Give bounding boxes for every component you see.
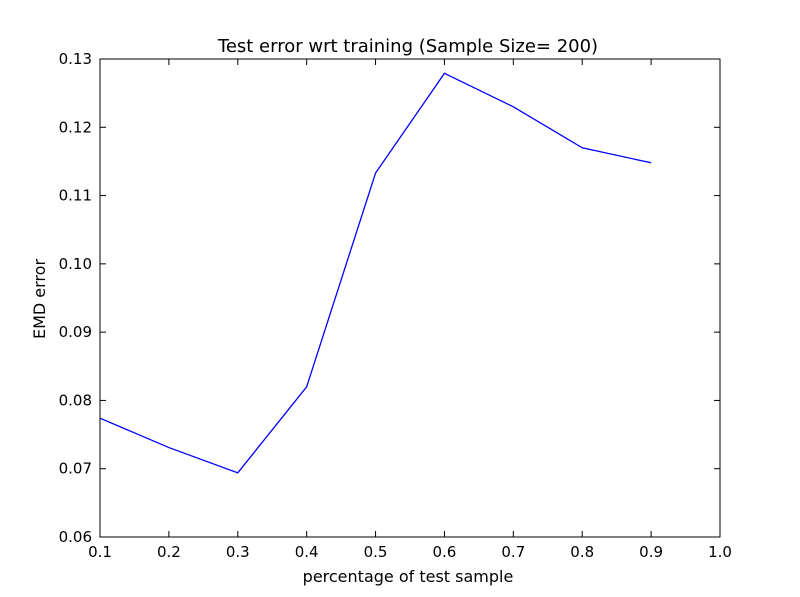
plot-frame [99, 58, 721, 538]
x-tick-label: 0.6 [433, 543, 457, 561]
x-tick-label: 0.3 [226, 543, 250, 561]
x-tick-label: 0.4 [295, 543, 319, 561]
y-tick-label: 0.11 [59, 187, 92, 205]
x-axis-label: percentage of test sample [303, 567, 514, 586]
y-tick-label: 0.06 [59, 528, 92, 546]
y-tick-label: 0.09 [59, 323, 92, 341]
x-tick-label: 0.9 [639, 543, 663, 561]
x-tick-label: 0.7 [501, 543, 525, 561]
y-tick-label: 0.07 [59, 460, 92, 478]
y-tick-label: 0.10 [59, 255, 92, 273]
x-tick-label: 0.2 [157, 543, 181, 561]
series-line-0 [99, 72, 652, 474]
chart-title: Test error wrt training (Sample Size= 20… [217, 36, 598, 57]
plot-area: 0.1 0.2 0.3 0.4 0.5 0.6 0.7 0.8 0.9 1.0 0.06 0.07 0.… [59, 50, 732, 561]
y-tick-label: 0.12 [59, 118, 92, 136]
x-tick-label: 1.0 [708, 543, 732, 561]
x-tick-label: 0.8 [570, 543, 594, 561]
y-tick-label: 0.13 [59, 50, 92, 68]
y-tick-label: 0.08 [59, 391, 92, 409]
y-axis-label: EMD error [30, 259, 49, 339]
x-tick-label: 0.1 [88, 543, 112, 561]
x-tick-label: 0.5 [364, 543, 388, 561]
